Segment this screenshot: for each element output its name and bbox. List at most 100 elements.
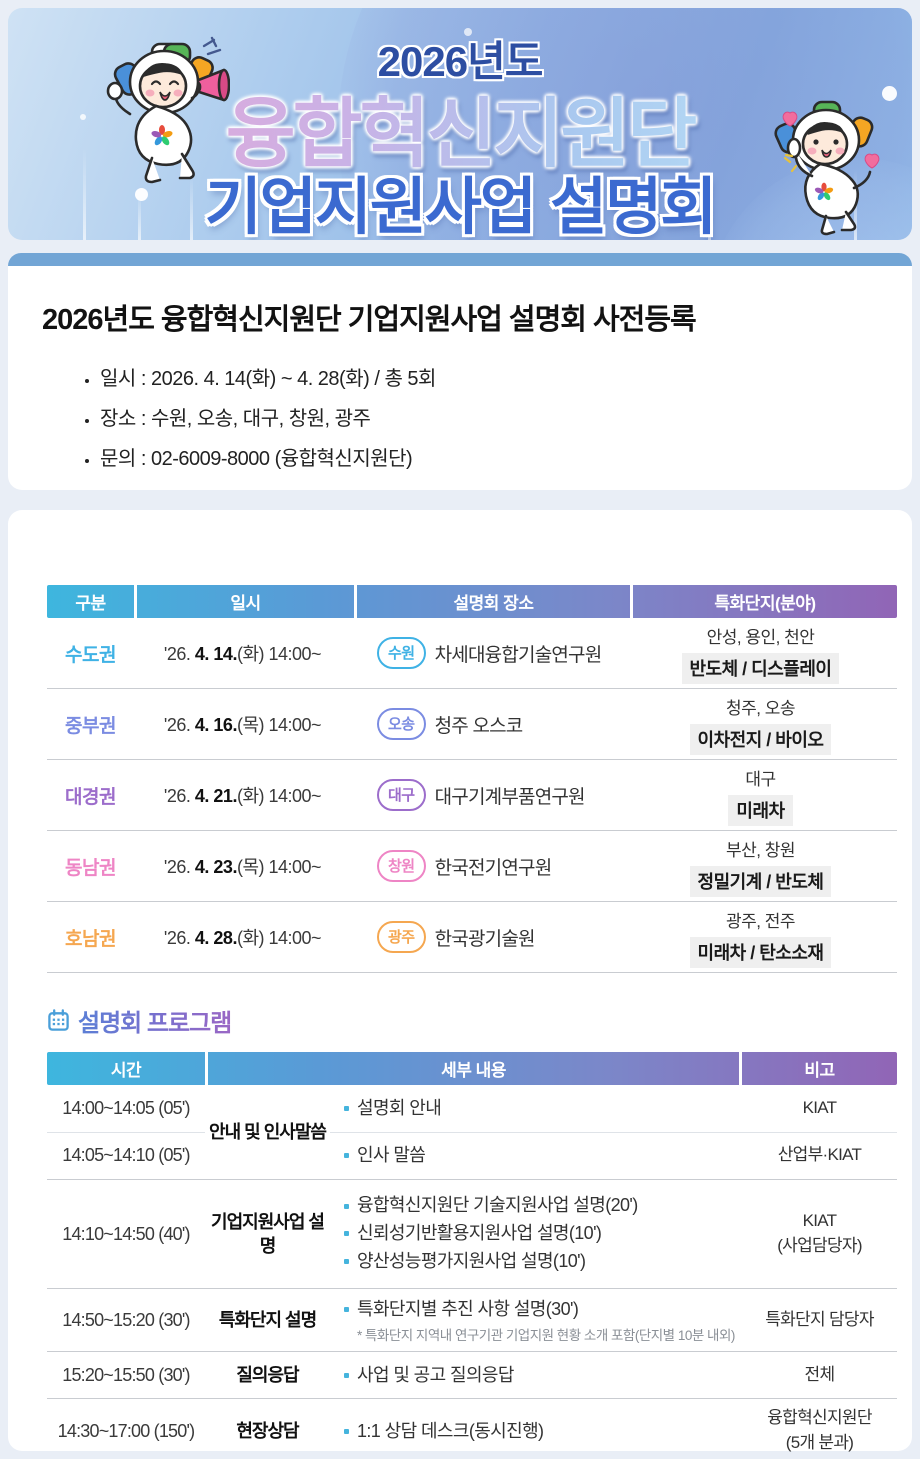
entry-content: 사업 및 공고 질의응답	[330, 1362, 742, 1389]
entry-content: 인사 말씀	[330, 1142, 742, 1169]
table-row: 대경권 '26. 4. 21.(화) 14:00~ 대구 대구기계부품연구원 대구…	[47, 760, 897, 831]
venue-cell: 창원 한국전기연구원	[351, 850, 624, 882]
bullet-icon	[344, 1153, 349, 1159]
calendar-icon	[48, 1009, 69, 1031]
bullet-icon	[344, 1203, 349, 1209]
event-contact-item: 문의 : 02-6009-8000 (융합혁신지원단)	[100, 442, 912, 471]
cluster-cell: 부산, 창원 정밀기계 / 반도체	[624, 836, 897, 897]
time-cells: 14:30~17:00 (150')	[47, 1399, 205, 1459]
date-rest: (목) 14:00~	[236, 715, 322, 735]
program-entries: 특화단지별 추진 사항 설명(30') * 특화단지 지역내 연구기관 기업지원…	[330, 1289, 897, 1351]
program-entries: 사업 및 공고 질의응답 전체	[330, 1352, 897, 1398]
program-section-label: 설명회 프로그램	[78, 1003, 232, 1038]
date-rest: (목) 14:00~	[236, 857, 322, 877]
region-label: 호남권	[65, 928, 116, 950]
decor-light-stalk	[190, 176, 193, 240]
agenda-text: 특화단지별 추진 사항 설명(30')	[357, 1299, 579, 1319]
megaphone-baby-mascot-icon	[106, 36, 230, 184]
column-header-time: 시간	[110, 1061, 142, 1080]
table-row: 호남권 '26. 4. 28.(화) 14:00~ 광주 한국광기술원 광주, 전…	[47, 902, 897, 973]
program-row-group: 14:50~15:20 (30') 특화단지 설명 특화단지별 추진 사항 설명…	[47, 1289, 897, 1352]
decor-light-stalk	[83, 148, 86, 240]
region-label: 대경권	[65, 786, 116, 808]
program-entry: 설명회 안내 KIAT	[330, 1085, 897, 1132]
date-year: '26.	[163, 715, 191, 735]
time-cells: 14:50~15:20 (30')	[47, 1289, 205, 1351]
program-entries: 융합혁신지원단 기술지원사업 설명(20') 신뢰성기반활용지원사업 설명(10…	[330, 1180, 897, 1288]
bullet-icon	[344, 1372, 349, 1378]
session-datetime: '26. 4. 16.(목) 14:00~	[134, 711, 351, 737]
entry-content: 1:1 상담 데스크(동시진행)	[330, 1418, 742, 1445]
entry-note: KIAT	[802, 1097, 837, 1117]
event-info-list: 일시 : 2026. 4. 14(화) ~ 4. 28(화) / 총 5회 장소…	[8, 362, 912, 471]
program-entry: 인사 말씀 산업부·KIAT	[330, 1131, 897, 1180]
time-cell: 14:00~14:05 (05')	[62, 1097, 190, 1118]
decor-dot	[464, 28, 472, 36]
column-header-venue: 설명회 장소	[354, 585, 630, 618]
date-year: '26.	[163, 928, 191, 948]
agenda-text: 인사 말씀	[357, 1145, 426, 1166]
time-cell: 15:20~15:50 (30')	[62, 1364, 190, 1385]
decor-light-stalk	[138, 192, 141, 240]
entry-content: 설명회 안내	[330, 1095, 742, 1122]
thumbs-up-baby-mascot-icon	[774, 100, 880, 236]
program-entries: 설명회 안내 KIAT 인사 말씀 산업부·KIAT	[330, 1085, 897, 1179]
cluster-fields-chip: 정밀기계 / 반도체	[689, 865, 832, 897]
program-entry: 사업 및 공고 질의응답 전체	[330, 1352, 897, 1398]
time-cell: 14:30~17:00 (150')	[57, 1420, 195, 1441]
banner-title-line1: 융합혁신지원단	[8, 72, 912, 182]
agenda-footnote: * 특화단지 지역내 연구기관 기업지원 현황 소개 포함(단지별 10분 내외…	[357, 1328, 735, 1343]
bullet-icon	[344, 1231, 349, 1237]
program-section-title: 설명회 프로그램	[47, 1003, 912, 1038]
banner-title-line2: 기업지원사업 설명회	[204, 173, 718, 240]
cluster-fields-chip: 미래차 / 탄소소재	[689, 936, 832, 968]
date-monthday: 4. 16.	[194, 715, 238, 735]
bullet-icon	[344, 1105, 349, 1111]
table-row: 수도권 '26. 4. 14.(화) 14:00~ 수원 차세대융합기술연구원 안…	[47, 618, 897, 689]
agenda-item: 사업 및 공고 질의응답	[344, 1362, 742, 1389]
cluster-fields-chip: 이차전지 / 바이오	[689, 723, 832, 755]
cluster-cell: 광주, 전주 미래차 / 탄소소재	[624, 907, 897, 968]
time-cells: 15:20~15:50 (30')	[47, 1352, 205, 1398]
venue-name: 한국전기연구원	[434, 857, 553, 879]
date-monthday: 4. 23.	[194, 857, 238, 877]
banner-year: 2026년도	[377, 38, 544, 85]
page-title: 2026년도 융합혁신지원단 기업지원사업 설명회 사전등록	[42, 304, 697, 336]
date-rest: (화) 14:00~	[236, 786, 322, 806]
program-entry: 융합혁신지원단 기술지원사업 설명(20') 신뢰성기반활용지원사업 설명(10…	[330, 1180, 897, 1288]
date-year: '26.	[163, 857, 191, 877]
date-year: '26.	[163, 786, 191, 806]
cluster-cities: 대구	[745, 769, 776, 789]
agenda-item: 1:1 상담 데스크(동시진행)	[344, 1418, 742, 1445]
city-badge: 광주	[377, 921, 426, 953]
session-datetime: '26. 4. 28.(화) 14:00~	[134, 924, 351, 950]
venue-cell: 광주 한국광기술원	[351, 921, 624, 953]
note-line: (사업담당자)	[777, 1236, 862, 1255]
note-line: (5개 분과)	[785, 1433, 854, 1452]
banner: 2026년도 융합혁신지원단 기업지원사업 설명회	[8, 8, 912, 240]
entry-note: KIAT (사업담당자)	[742, 1209, 897, 1258]
date-year: '26.	[163, 644, 191, 664]
date-monthday: 4. 14.	[194, 644, 238, 664]
event-place-item: 장소 : 수원, 오송, 대구, 창원, 광주	[100, 402, 912, 431]
venue-name: 대구기계부품연구원	[434, 786, 586, 808]
cluster-fields-chip: 미래차	[728, 794, 793, 826]
agenda-text: 양산성능평가지원사업 설명(10')	[357, 1250, 586, 1271]
city-badge: 대구	[377, 779, 426, 811]
decor-dot	[882, 86, 897, 101]
cluster-cell: 안성, 용인, 천안 반도체 / 디스플레이	[624, 623, 897, 684]
entry-note: 특화단지 담당자	[765, 1309, 874, 1329]
table-row: 중부권 '26. 4. 16.(목) 14:00~ 오송 청주 오스코 청주, 오…	[47, 689, 897, 760]
city-badge: 수원	[377, 637, 426, 669]
column-header-datetime: 일시	[134, 585, 354, 618]
agenda-item: 신뢰성기반활용지원사업 설명(10')	[344, 1220, 742, 1248]
program-table-header: 시간 세부 내용 비고	[47, 1052, 897, 1085]
agenda-item: 특화단지별 추진 사항 설명(30')	[344, 1296, 742, 1323]
agenda-text: 융합혁신지원단 기술지원사업 설명(20')	[357, 1195, 638, 1216]
program-entry: 1:1 상담 데스크(동시진행) 융합혁신지원단 (5개 분과)	[330, 1399, 897, 1459]
time-cell: 14:50~15:20 (30')	[62, 1309, 190, 1330]
date-rest: (화) 14:00~	[236, 928, 322, 948]
date-rest: (화) 14:00~	[236, 644, 322, 664]
entry-content: 특화단지별 추진 사항 설명(30') * 특화단지 지역내 연구기관 기업지원…	[330, 1296, 742, 1344]
schedule-table-header: 구분 일시 설명회 장소 특화단지(분야)	[47, 585, 897, 618]
